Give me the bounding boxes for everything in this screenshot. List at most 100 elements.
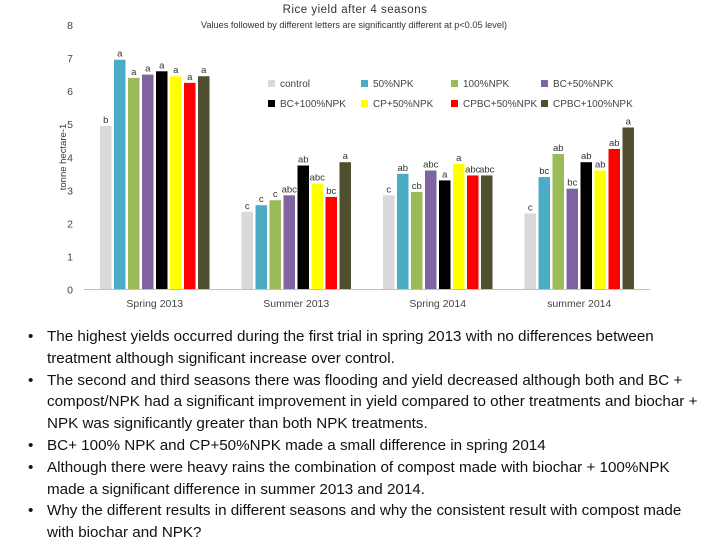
bar-cpbc-50-npk — [467, 175, 479, 290]
legend-swatch — [451, 80, 458, 87]
legend-label: BC+50%NPK — [553, 79, 614, 90]
legend-label: 100%NPK — [463, 79, 509, 90]
significance-letter: ab — [298, 155, 309, 166]
bar-cpbc-100-npk — [339, 162, 351, 290]
bullet-marker: • — [28, 436, 34, 454]
legend-label: CPBC+50%NPK — [463, 99, 538, 110]
significance-letter: ab — [397, 163, 408, 174]
note-item: • The second and third seasons there was … — [28, 370, 708, 435]
legend-label: CP+50%NPK — [373, 99, 434, 110]
note-text: The highest yields occurred during the f… — [47, 328, 654, 367]
x-axis-categories: Spring 2013 Summer 2013 Spring 2014 summer … — [126, 298, 611, 310]
significance-letter: a — [442, 169, 448, 180]
y-tick-label: 2 — [67, 218, 73, 230]
significance-letter: abc — [479, 164, 495, 175]
significance-letter: ab — [553, 143, 564, 154]
bar-bc-100-npk — [439, 180, 451, 290]
legend-label: CPBC+100%NPK — [553, 99, 633, 110]
legend: control 50%NPK 100%NPK BC+50%NPK BC+100%NPK C… — [268, 79, 633, 110]
bar-bc-50-npk — [142, 74, 154, 290]
significance-letter: a — [159, 60, 165, 71]
bar-control — [524, 213, 536, 290]
y-tick-label: 3 — [67, 185, 73, 197]
bar-cpbc-50-npk — [325, 196, 337, 290]
significance-letter: a — [626, 116, 632, 127]
bar-bc-100-npk — [580, 162, 592, 290]
bar-control — [100, 125, 112, 290]
legend-swatch — [541, 100, 548, 107]
significance-letter: c — [386, 184, 391, 195]
bar-50-npk — [114, 59, 126, 290]
legend-label: 50%NPK — [373, 79, 414, 90]
bullet-marker: • — [28, 458, 34, 476]
bar-bc-50-npk — [283, 195, 295, 290]
significance-letter: a — [456, 153, 462, 164]
y-axis-ticks: 0 1 2 3 4 5 6 7 8 — [67, 20, 73, 297]
significance-letter: a — [117, 49, 123, 60]
significance-letter: cb — [412, 181, 422, 192]
y-tick-label: 5 — [67, 119, 73, 131]
x-category-label: Spring 2013 — [126, 298, 183, 310]
significance-letter: abc — [423, 159, 439, 170]
legend-swatch — [268, 100, 275, 107]
y-axis-label: tonne hectare-1 — [58, 124, 69, 191]
note-text: The second and third seasons there was f… — [47, 371, 698, 433]
significance-letter: ab — [609, 138, 620, 149]
legend-label: control — [280, 79, 310, 90]
bar-cpbc-100-npk — [481, 175, 493, 290]
bar-50-npk — [397, 173, 409, 290]
bar-50-npk — [538, 177, 550, 290]
bar-cpbc-50-npk — [184, 82, 196, 290]
significance-letter: a — [343, 151, 349, 162]
bar-bc-100-npk — [297, 165, 309, 290]
bar-cpbc-100-npk — [198, 76, 210, 290]
significance-letter: a — [145, 64, 151, 75]
bar-cp-50-npk — [594, 170, 606, 290]
significance-letter: c — [528, 202, 533, 213]
significance-letter: abc — [310, 173, 326, 184]
chart-subtitle: Values followed by different letters are… — [201, 20, 507, 30]
significance-letter: a — [201, 65, 207, 76]
y-tick-label: 6 — [67, 86, 73, 98]
bar-100-npk — [411, 191, 423, 290]
bullet-marker: • — [28, 328, 34, 345]
bar-bc-50-npk — [566, 188, 578, 290]
significance-letter: c — [245, 201, 250, 212]
x-category-label: Summer 2013 — [263, 298, 329, 310]
bar-bc-50-npk — [425, 170, 437, 290]
note-text: Why the different results in different s… — [47, 502, 682, 542]
x-category-label: summer 2014 — [547, 298, 611, 310]
bar-50-npk — [255, 205, 267, 290]
y-tick-label: 4 — [67, 152, 73, 164]
significance-letter: a — [187, 72, 193, 83]
notes-list: • The highest yields occurred during the … — [28, 326, 708, 544]
bullet-marker: • — [28, 371, 34, 389]
legend-swatch — [361, 100, 368, 107]
significance-letter: b — [103, 115, 108, 126]
significance-letter: abc — [282, 184, 298, 195]
note-text: BC+ 100% NPK and CP+50%NPK made a small … — [47, 436, 546, 454]
y-tick-label: 7 — [67, 53, 73, 65]
bar-control — [383, 195, 395, 290]
legend-swatch — [268, 80, 275, 87]
bar-cp-50-npk — [170, 76, 182, 290]
note-item: • BC+ 100% NPK and CP+50%NPK made a small… — [28, 435, 708, 457]
bar-control — [241, 211, 253, 290]
x-category-label: Spring 2014 — [409, 298, 466, 310]
bar-cpbc-100-npk — [622, 127, 634, 290]
significance-letter: ab — [595, 159, 606, 170]
note-item: • Why the different results in different … — [28, 500, 708, 544]
significance-letter: abc — [465, 164, 481, 175]
bar-100-npk — [269, 200, 281, 290]
significance-letter: bc — [567, 178, 577, 189]
note-item: • The highest yields occurred during the … — [28, 326, 708, 370]
bar-cp-50-npk — [311, 183, 323, 290]
significance-letter: bc — [539, 166, 549, 177]
bar-100-npk — [128, 77, 140, 290]
legend-label: BC+100%NPK — [280, 99, 346, 110]
significance-letter: a — [173, 65, 179, 76]
bar-cpbc-50-npk — [608, 148, 620, 290]
legend-swatch — [541, 80, 548, 87]
note-text: Although there were heavy rains the comb… — [47, 458, 670, 498]
